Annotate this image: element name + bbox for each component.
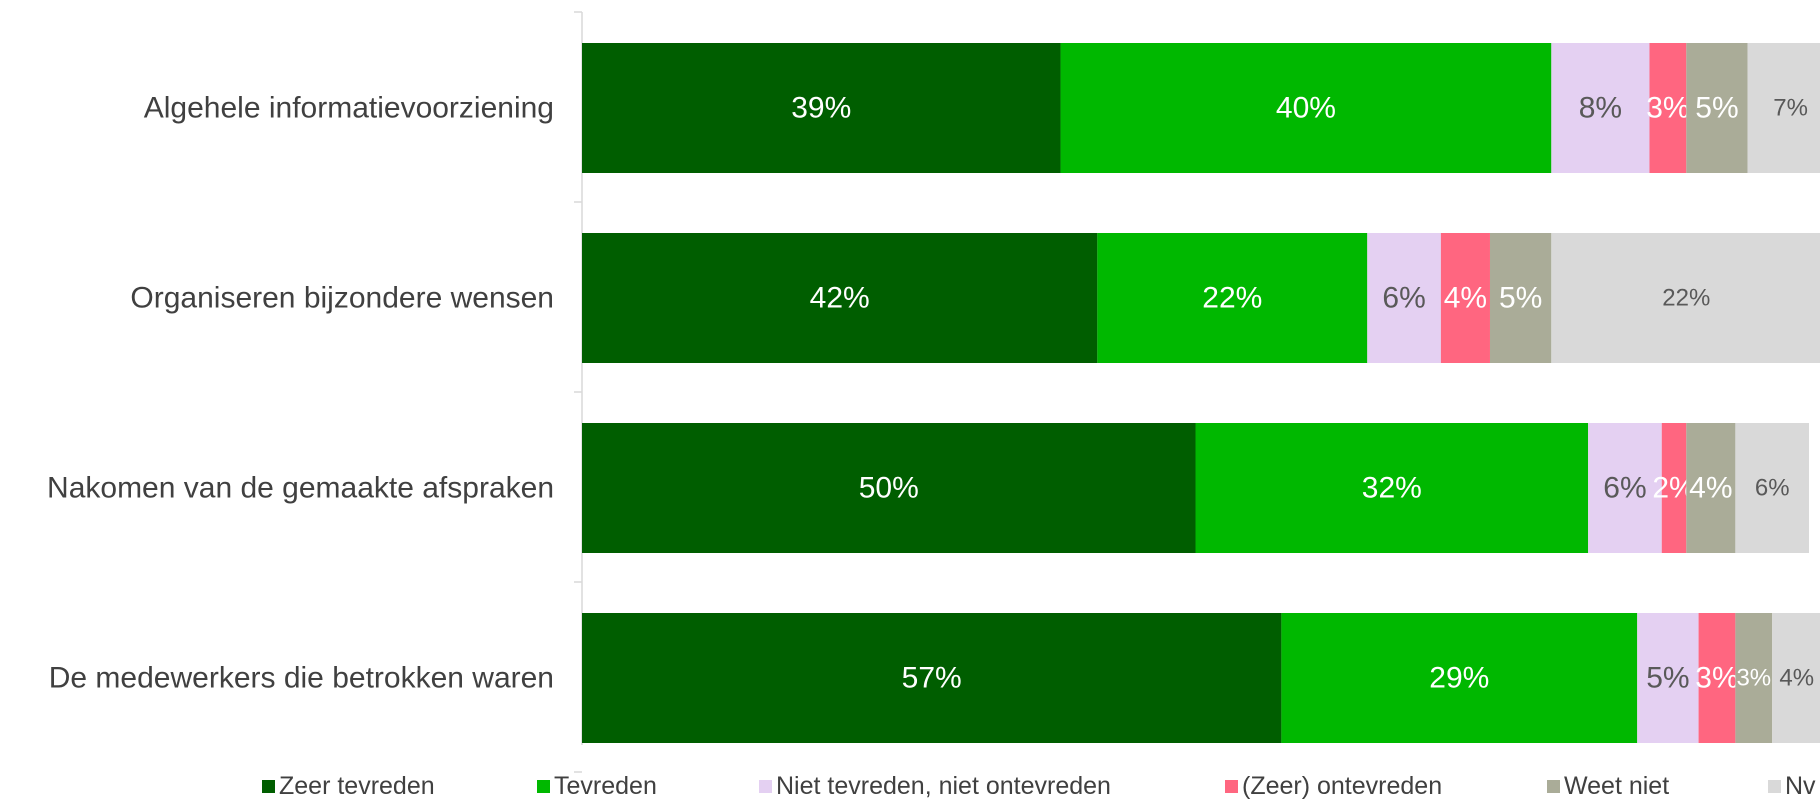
legend-item: Weet niet: [1547, 772, 1669, 801]
bar-segment: [1747, 43, 1820, 173]
data-label: 5%: [1646, 662, 1689, 695]
legend-label: Zeer tevreden: [279, 772, 435, 800]
legend-swatch: [1547, 780, 1560, 793]
bar-segment: [1735, 423, 1809, 553]
bar-segment: [1686, 43, 1748, 173]
legend-item: Tevreden: [537, 772, 657, 801]
data-label: 5%: [1499, 282, 1542, 315]
data-label: 40%: [1276, 92, 1336, 125]
bar-segment: [1686, 423, 1736, 553]
legend-label: (Zeer) ontevreden: [1242, 772, 1443, 800]
bar-segment: [582, 613, 1282, 743]
bar-segment: [1735, 613, 1773, 743]
bar-segment: [1637, 613, 1699, 743]
data-label: 4%: [1444, 282, 1487, 315]
legend-swatch: [1768, 780, 1781, 793]
legend-item: (Zeer) ontevreden: [1225, 772, 1442, 801]
data-label: 50%: [859, 472, 919, 505]
legend-label: Nv: [1785, 772, 1816, 800]
data-label: 6%: [1603, 472, 1646, 505]
data-label: 3%: [1646, 92, 1689, 125]
bar-segment: [1367, 233, 1441, 363]
bar-segment: [1060, 43, 1552, 173]
legend-label: Weet niet: [1564, 772, 1670, 800]
data-label: 5%: [1695, 92, 1738, 125]
legend-item: Niet tevreden, niet ontevreden: [759, 772, 1111, 801]
data-label: 7%: [1773, 95, 1808, 122]
legend-swatch: [759, 780, 772, 793]
bar-segment: [582, 423, 1196, 553]
bar-segment: [1551, 233, 1820, 363]
legend-swatch: [262, 780, 275, 793]
data-label: 39%: [791, 92, 851, 125]
data-label: 6%: [1382, 282, 1425, 315]
bar-segment: [582, 43, 1061, 173]
bar-segment: [1195, 423, 1589, 553]
data-label: 6%: [1755, 475, 1790, 502]
data-label: 57%: [902, 662, 962, 695]
category-label: De medewerkers die betrokken waren: [49, 662, 554, 695]
bar-segment: [1551, 43, 1650, 173]
legend-item: Nv: [1768, 772, 1816, 801]
legend-item: Zeer tevreden: [262, 772, 435, 801]
data-label: 3%: [1695, 662, 1738, 695]
category-label: Algehele informatievoorziening: [144, 92, 554, 125]
bar-segment: [1698, 613, 1736, 743]
bar-segment: [1440, 233, 1490, 363]
data-label: 4%: [1689, 472, 1732, 505]
bar-segment: [1649, 43, 1687, 173]
data-label: 42%: [810, 282, 870, 315]
bar-segment: [1588, 423, 1662, 553]
bar-segment: [1772, 613, 1820, 743]
data-label: 22%: [1662, 285, 1710, 312]
category-label: Nakomen van de gemaakte afspraken: [47, 472, 554, 505]
data-label: 32%: [1362, 472, 1422, 505]
legend-label: Tevreden: [554, 772, 657, 800]
bar-segment: [1489, 233, 1552, 363]
data-label: 8%: [1579, 92, 1622, 125]
data-label: 4%: [1779, 665, 1814, 692]
legend-label: Niet tevreden, niet ontevreden: [776, 772, 1111, 800]
legend-swatch: [537, 780, 550, 793]
data-label: 3%: [1736, 665, 1771, 692]
data-label: 29%: [1429, 662, 1489, 695]
bar-segment: [1661, 423, 1687, 553]
data-label: 22%: [1202, 282, 1262, 315]
legend-swatch: [1225, 780, 1238, 793]
category-label: Organiseren bijzondere wensen: [130, 282, 554, 315]
bar-segment: [1097, 233, 1368, 363]
bar-segment: [582, 233, 1098, 363]
bar-segment: [1281, 613, 1638, 743]
